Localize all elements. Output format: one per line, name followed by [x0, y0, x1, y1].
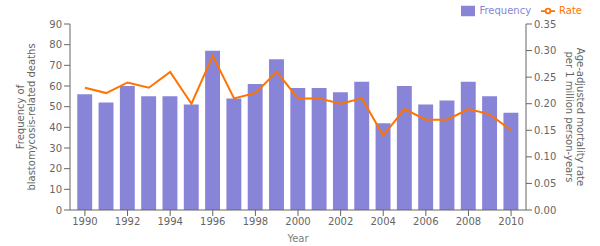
- svg-text:1994: 1994: [157, 216, 182, 227]
- svg-text:1996: 1996: [200, 216, 225, 227]
- html-text:Frequency: Frequency: [479, 5, 532, 16]
- svg-text:0.00: 0.00: [534, 205, 556, 216]
- svg-text:90: 90: [49, 19, 62, 30]
- svg-text:0.25: 0.25: [534, 72, 556, 83]
- svg-text:10: 10: [49, 184, 62, 195]
- svg-text:2010: 2010: [498, 216, 523, 227]
- svg-text:0.10: 0.10: [534, 151, 556, 162]
- svg-text:1990: 1990: [72, 216, 97, 227]
- svg-text:0: 0: [56, 205, 62, 216]
- svg-text:2002: 2002: [328, 216, 353, 227]
- svg-text:2006: 2006: [413, 216, 438, 227]
- svg-text:1998: 1998: [243, 216, 268, 227]
- svg-text:2000: 2000: [285, 216, 310, 227]
- svg-text:0.30: 0.30: [534, 45, 556, 56]
- svg-text:1992: 1992: [115, 216, 140, 227]
- svg-text:2004: 2004: [371, 216, 396, 227]
- svg-text:40: 40: [49, 122, 62, 133]
- svg-text:Year: Year: [286, 233, 309, 244]
- svg-text:20: 20: [49, 163, 62, 174]
- svg-text:0.05: 0.05: [534, 178, 556, 189]
- svg-text:Age-adjusted mortality rateper: Age-adjusted mortality rateper 1 million…: [564, 48, 586, 186]
- svg-text:0.20: 0.20: [534, 98, 556, 109]
- svg-text:60: 60: [49, 81, 62, 92]
- svg-text:0.35: 0.35: [534, 19, 556, 30]
- svg-text:50: 50: [49, 101, 62, 112]
- svg-text:2008: 2008: [456, 216, 481, 227]
- svg-text:Frequency ofblastomycosis-rela: Frequency ofblastomycosis-related deaths: [14, 43, 36, 190]
- svg-text:80: 80: [49, 39, 62, 50]
- svg-text:30: 30: [49, 143, 62, 154]
- html-text:Rate: Rate: [559, 5, 582, 16]
- svg-text:0.15: 0.15: [534, 125, 556, 136]
- svg-text:70: 70: [49, 60, 62, 71]
